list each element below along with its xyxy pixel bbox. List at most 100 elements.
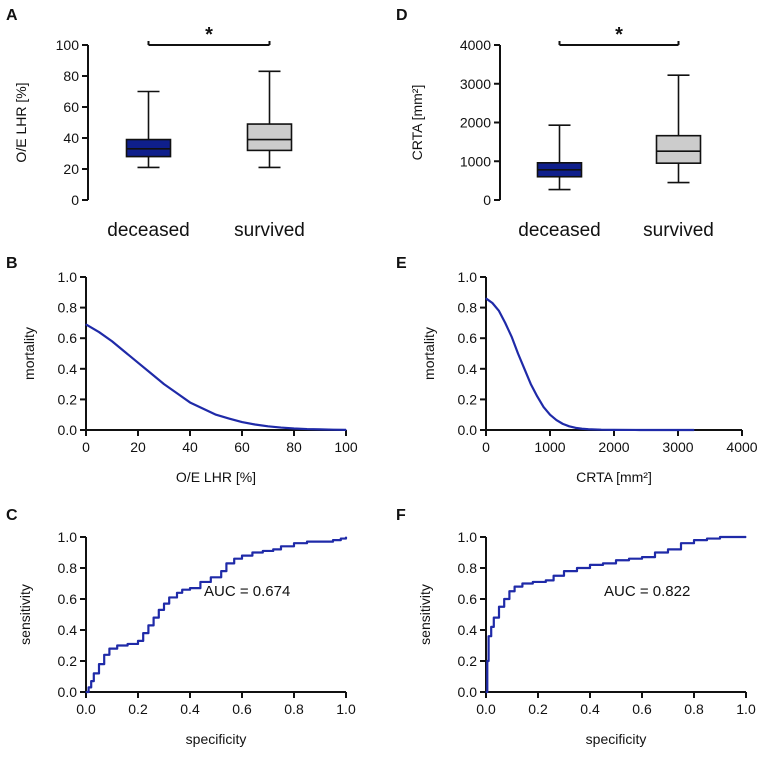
data-point [319,428,321,430]
x-tick-label: 100 [334,439,358,455]
data-point [251,551,253,554]
data-point [581,428,583,430]
data-point [555,419,558,421]
data-point [306,541,308,543]
data-point [545,579,547,582]
x-axis-title: CRTA [mm²] [576,469,652,485]
mortality-curve-panel-crta: 0.0 0.2 0.4 0.6 0.8 1.0 0 1000 2000 3000 4000 morta… [421,269,758,485]
data-point [530,383,532,385]
data-point [181,589,183,591]
data-point [521,582,524,585]
x-tick-label: 20 [130,439,146,455]
data-point [514,586,516,588]
data-point [88,686,90,688]
y-tick-label: 1.0 [458,529,478,545]
data-point [575,427,577,429]
data-point [568,425,570,427]
data-point [562,423,564,425]
data-point [498,606,500,608]
data-point [615,559,617,561]
y-tick-label: 80 [63,68,79,84]
data-point [189,401,191,404]
y-tick-label: 1.0 [58,529,78,545]
series-line [86,537,348,694]
y-tick-label: 0.4 [58,361,78,377]
y-axis-title: sensitivity [417,584,433,645]
data-point [228,417,230,420]
data-point [719,536,721,538]
data-point [220,570,222,572]
data-point [602,562,604,564]
data-point [225,562,227,564]
data-point [340,537,342,540]
data-point [158,609,160,611]
data-point [706,537,708,540]
category-label: deceased [107,220,189,241]
data-point [319,541,321,543]
x-tick-label: 0.2 [528,701,548,717]
data-point [293,542,295,544]
y-tick-label: 0.8 [458,560,478,576]
data-point [332,539,334,541]
data-point [345,536,347,538]
data-point [280,545,282,547]
data-point [142,632,144,634]
data-point [98,331,100,333]
x-axis-title: specificity [186,731,247,747]
data-point [641,556,643,558]
y-tick-label: 60 [63,99,79,115]
y-tick-label: 1000 [460,153,491,169]
category-label: survived [234,220,305,241]
panel-letter-f: F [396,507,406,524]
data-point [532,581,534,583]
data-point [485,297,487,300]
data-point [589,564,591,566]
x-axis-title: O/E LHR [%] [176,469,256,485]
series-line [485,297,695,432]
y-tick-label: 0.0 [458,684,478,700]
y-tick-label: 0.8 [58,560,78,576]
data-point [498,310,500,312]
significance-star: * [615,24,623,46]
data-point [553,575,555,577]
y-tick-label: 40 [63,130,79,146]
data-point [280,426,282,429]
data-point [116,644,118,647]
data-point [262,550,264,552]
data-point [124,351,126,353]
mortality-curve-panel-olhr: 0.0 0.2 0.4 0.6 0.8 1.0 0 20 40 60 80 100 mortality O… [21,269,358,485]
y-tick-label: 0.6 [58,591,78,607]
data-point [639,429,641,431]
data-point [745,536,747,538]
data-point [137,362,139,364]
data-point [504,322,506,324]
boxplot-panel-olhr: 0 20 40 60 80 100 O/E LHR [%] deceased survived * [13,24,305,241]
data-point [293,427,295,430]
data-point [491,302,493,304]
y-tick-label: 0 [483,192,491,208]
data-point [111,340,113,342]
panel-letter-b: B [6,255,18,272]
y-tick-label: 2000 [460,115,491,131]
y-tick-label: 1.0 [58,269,78,285]
x-tick-label: 0.8 [284,701,304,717]
data-point [549,414,551,416]
y-tick-label: 0.2 [58,653,78,669]
y-tick-label: 0.2 [458,391,478,407]
boxplot-panel-crta: 0 1000 2000 3000 4000 CRTA [mm²] deceased survi… [409,24,714,241]
x-tick-label: 0.0 [476,701,496,717]
y-tick-label: 0.0 [58,422,78,438]
x-tick-label: 0.6 [632,701,652,717]
x-tick-label: 4000 [726,439,757,455]
x-tick-label: 60 [234,439,250,455]
y-tick-label: 1.0 [458,269,478,285]
data-point [508,590,510,592]
y-tick-label: 0.6 [58,330,78,346]
x-tick-label: 0.4 [580,701,600,717]
data-point [254,423,256,426]
y-tick-label: 0.4 [458,622,478,638]
y-tick-label: 0.8 [58,300,78,316]
x-tick-label: 40 [182,439,198,455]
data-point [85,691,87,693]
y-tick-label: 3000 [460,76,491,92]
